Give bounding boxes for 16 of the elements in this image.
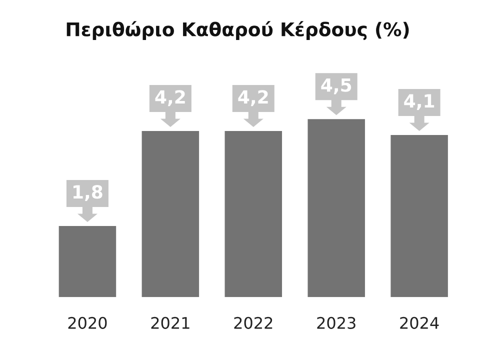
data-label: 1,8: [74, 185, 102, 202]
bar: [142, 131, 200, 298]
bar: [308, 119, 365, 298]
data-label: 4,1: [404, 94, 434, 110]
data-label: 4,2: [155, 90, 185, 106]
x-tick-label: 2020: [68, 316, 107, 329]
data-label: 4,5: [321, 78, 352, 94]
x-tick-label: 2023: [317, 316, 356, 329]
chart-title: Περιθώριο Καθαρού Κέρδους (%): [66, 21, 409, 40]
bar: [58, 226, 116, 298]
x-tick-label: 2022: [234, 316, 272, 329]
data-label: 4,2: [238, 90, 268, 106]
x-tick-label: 2021: [151, 316, 190, 329]
bar: [224, 131, 282, 298]
x-tick-label: 2024: [400, 316, 439, 329]
bar: [390, 134, 448, 298]
